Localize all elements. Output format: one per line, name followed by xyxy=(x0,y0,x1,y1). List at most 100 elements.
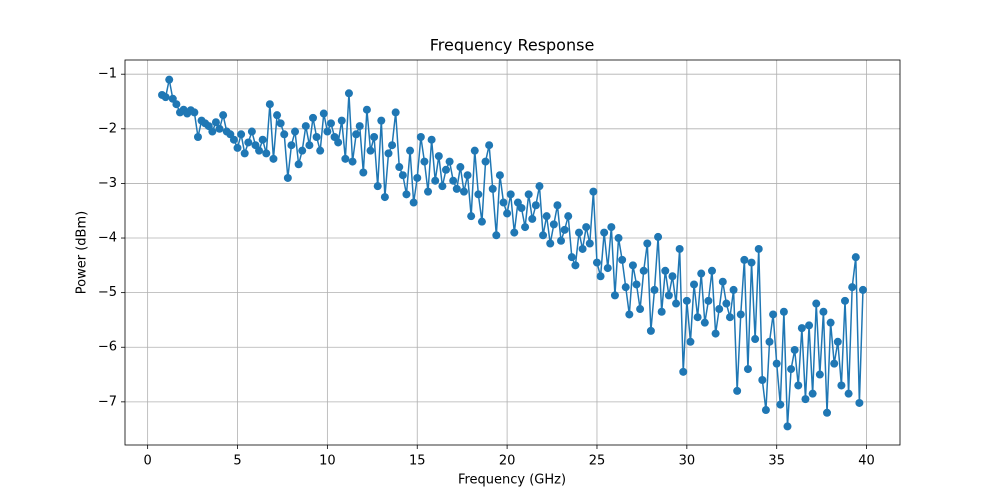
marker xyxy=(553,201,562,210)
marker xyxy=(592,258,601,267)
marker xyxy=(618,255,627,264)
marker xyxy=(779,307,788,316)
marker xyxy=(463,171,472,180)
marker xyxy=(406,146,415,155)
marker xyxy=(855,398,864,407)
marker xyxy=(211,118,220,127)
marker xyxy=(420,157,429,166)
marker xyxy=(704,296,713,305)
marker xyxy=(247,127,256,136)
marker xyxy=(506,190,515,199)
marker xyxy=(413,173,422,182)
marker xyxy=(452,184,461,193)
marker xyxy=(575,228,584,237)
marker xyxy=(610,291,619,300)
marker xyxy=(352,130,361,139)
marker xyxy=(858,285,867,294)
marker xyxy=(334,138,343,147)
marker xyxy=(434,152,443,161)
marker xyxy=(215,124,224,133)
y-tick-label: −4 xyxy=(98,231,117,246)
x-tick-label: 35 xyxy=(768,454,785,469)
marker xyxy=(833,337,842,346)
marker xyxy=(477,217,486,226)
marker xyxy=(441,165,450,174)
marker xyxy=(693,313,702,322)
marker xyxy=(265,100,274,109)
marker xyxy=(237,130,246,139)
marker xyxy=(193,133,202,141)
marker xyxy=(772,359,781,368)
marker xyxy=(754,244,763,253)
marker xyxy=(355,122,364,131)
marker xyxy=(582,223,591,232)
marker xyxy=(366,146,375,155)
marker xyxy=(560,225,569,234)
marker xyxy=(438,182,447,191)
marker xyxy=(851,253,860,262)
marker xyxy=(848,283,857,292)
x-tick-label: 30 xyxy=(679,454,696,469)
marker xyxy=(323,127,332,136)
marker xyxy=(654,232,663,241)
marker xyxy=(409,198,418,207)
line xyxy=(161,79,864,427)
marker xyxy=(233,143,242,152)
marker xyxy=(312,133,321,141)
marker xyxy=(672,299,681,308)
marker xyxy=(517,203,526,212)
marker xyxy=(319,109,328,118)
marker xyxy=(819,307,828,316)
marker xyxy=(837,381,846,390)
marker xyxy=(388,141,397,150)
marker xyxy=(298,146,307,155)
marker xyxy=(528,214,537,223)
y-tick-label: −1 xyxy=(98,67,117,82)
marker xyxy=(650,285,659,294)
marker xyxy=(661,266,670,275)
x-tick-label: 0 xyxy=(144,454,152,469)
marker xyxy=(308,113,317,122)
marker xyxy=(255,146,264,155)
marker xyxy=(679,367,688,376)
marker xyxy=(229,135,238,144)
y-axis-label: Power (dBm) xyxy=(75,211,90,294)
marker xyxy=(474,190,483,199)
marker xyxy=(718,277,727,286)
marker xyxy=(391,108,400,117)
marker xyxy=(747,258,756,267)
marker xyxy=(632,280,641,289)
y-tick-label: −2 xyxy=(98,121,117,136)
marker xyxy=(287,141,296,150)
marker xyxy=(456,163,465,172)
marker xyxy=(495,171,504,180)
y-tick-label: −3 xyxy=(98,176,117,191)
marker xyxy=(830,359,839,368)
marker xyxy=(258,135,267,144)
marker xyxy=(636,305,645,314)
marker xyxy=(761,406,770,415)
marker xyxy=(682,296,691,305)
marker xyxy=(344,89,353,98)
marker xyxy=(521,223,530,232)
marker xyxy=(758,376,767,385)
marker xyxy=(740,255,749,264)
marker xyxy=(427,135,436,144)
marker xyxy=(686,337,695,346)
marker xyxy=(668,272,677,281)
marker xyxy=(603,264,612,273)
marker xyxy=(283,173,292,182)
marker xyxy=(614,234,623,243)
marker xyxy=(488,184,497,193)
marker xyxy=(725,313,734,322)
x-tick-label: 20 xyxy=(499,454,516,469)
marker xyxy=(316,146,325,155)
x-tick-label: 25 xyxy=(589,454,606,469)
marker xyxy=(481,157,490,166)
marker xyxy=(449,176,458,185)
marker xyxy=(294,160,303,169)
marker xyxy=(208,127,217,136)
marker xyxy=(172,100,181,109)
marker xyxy=(783,422,792,431)
marker xyxy=(765,337,774,346)
